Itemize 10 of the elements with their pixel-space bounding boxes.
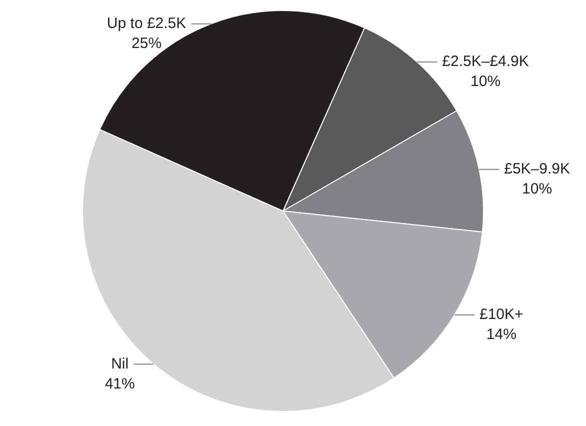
data-label: 41% [104, 375, 135, 392]
data-label: 10% [522, 180, 552, 198]
data-label: 10% [470, 73, 501, 90]
slice-label: £2.5K–£4.9K [442, 53, 529, 70]
slice-label: £10K+ [480, 306, 524, 324]
data-label: 25% [132, 34, 162, 52]
data-label: 14% [486, 326, 516, 344]
slice-label: Nil [111, 355, 129, 372]
slice-label: £5K–9.9K [504, 160, 570, 178]
slice-label: Up to £2.5K [106, 14, 186, 32]
